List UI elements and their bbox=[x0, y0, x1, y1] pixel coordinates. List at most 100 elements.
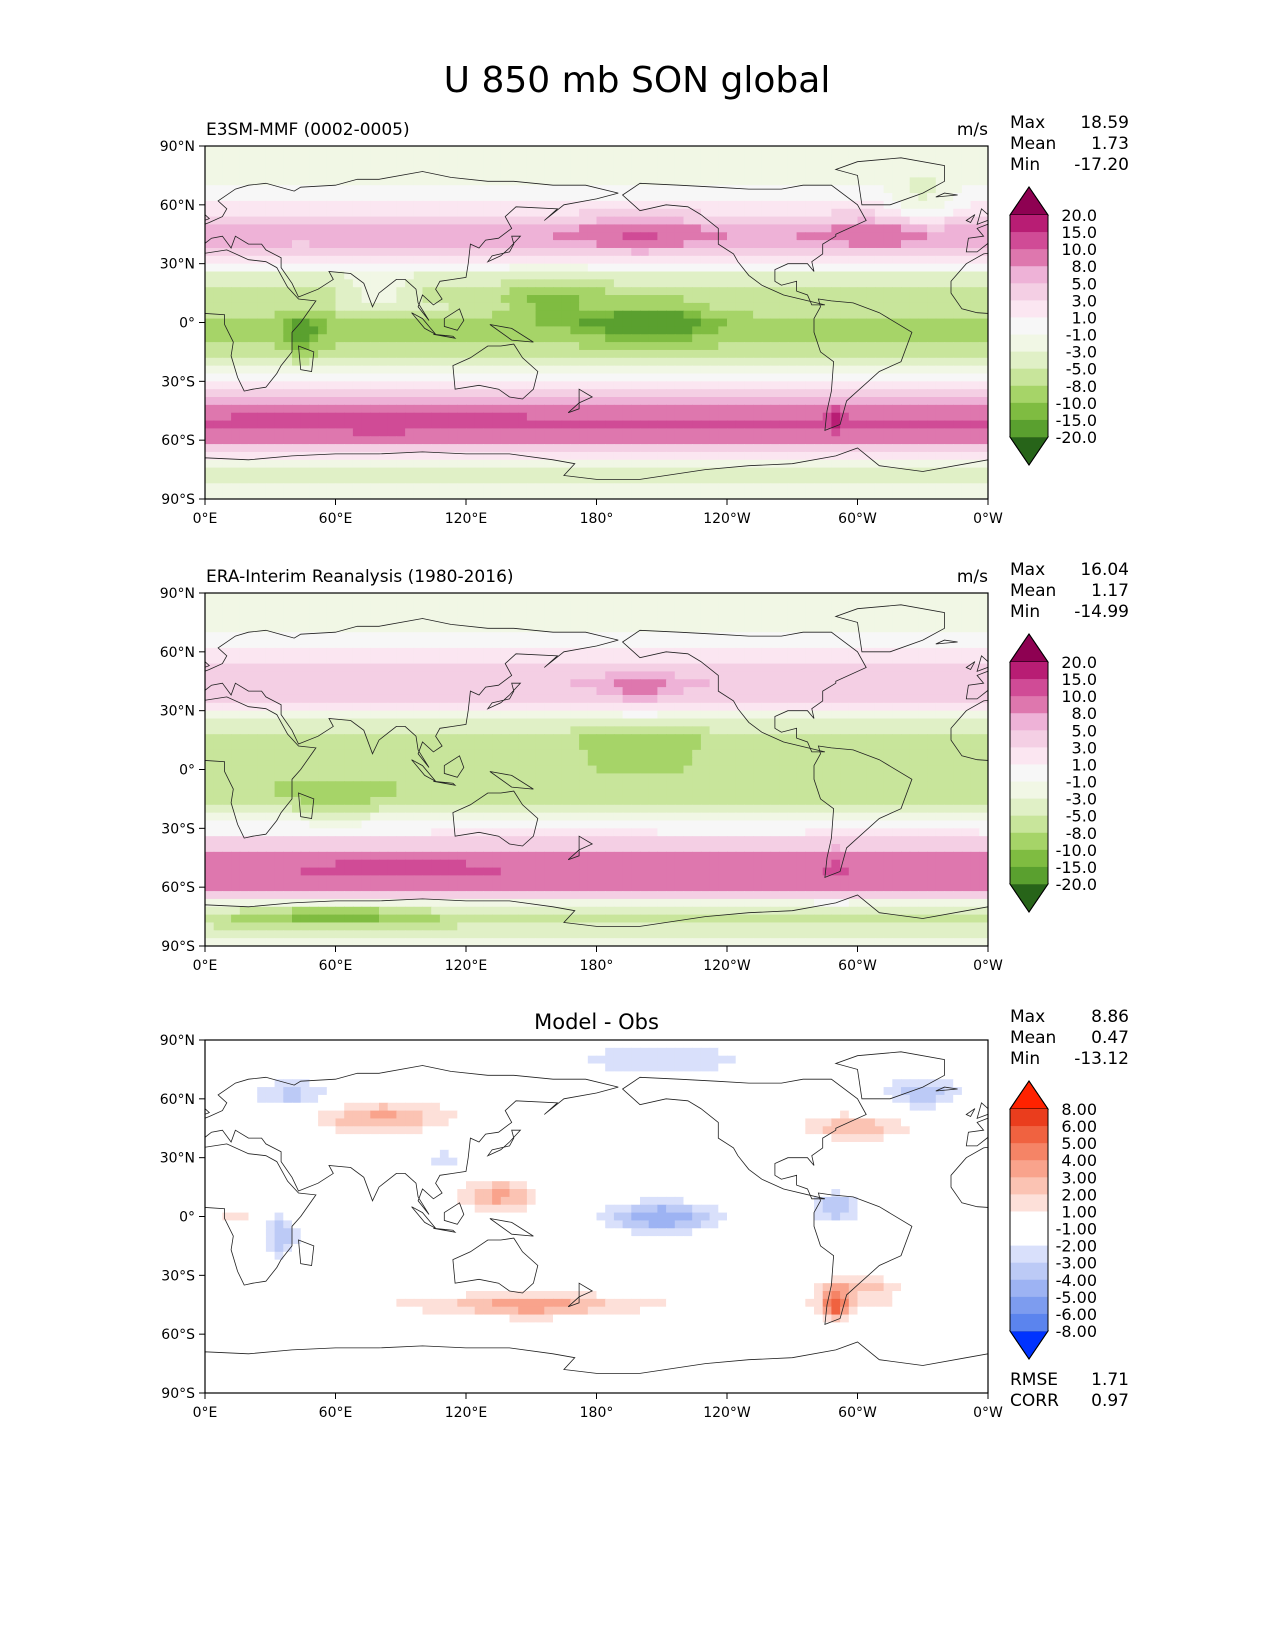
map-cell bbox=[370, 177, 380, 186]
map-cell bbox=[553, 263, 563, 273]
map-cell bbox=[457, 169, 467, 178]
map-cell bbox=[596, 349, 606, 359]
map-cell bbox=[474, 616, 484, 625]
map-cell bbox=[683, 412, 693, 422]
map-cell bbox=[309, 295, 319, 304]
map-cell bbox=[553, 655, 563, 665]
map-cell bbox=[352, 200, 363, 210]
map-cell bbox=[848, 232, 859, 241]
map-cell bbox=[622, 655, 632, 665]
map-cell bbox=[596, 373, 606, 382]
map-cell bbox=[692, 640, 702, 649]
map-cell bbox=[344, 185, 354, 194]
map-cell bbox=[944, 185, 954, 194]
map-cell bbox=[779, 200, 789, 210]
map-cell bbox=[857, 310, 867, 320]
map-cell bbox=[222, 240, 232, 249]
map-cell bbox=[787, 404, 798, 414]
stat-label: Max bbox=[1010, 113, 1045, 133]
map-cell bbox=[274, 655, 284, 665]
map-cell bbox=[518, 436, 528, 445]
map-cell bbox=[866, 310, 876, 320]
map-cell bbox=[239, 420, 250, 429]
map-cell bbox=[413, 420, 424, 429]
map-cell bbox=[431, 483, 441, 492]
map-cell bbox=[292, 647, 302, 657]
map-cell bbox=[683, 600, 693, 610]
map-cell bbox=[492, 428, 502, 437]
map-cell bbox=[335, 287, 345, 296]
map-cell bbox=[257, 342, 267, 351]
map-cell bbox=[518, 655, 528, 665]
map-cell bbox=[561, 318, 571, 328]
map-cell bbox=[265, 404, 276, 414]
map-cell bbox=[970, 608, 980, 618]
map-cell bbox=[709, 247, 719, 257]
map-cell bbox=[570, 608, 580, 618]
map-cell bbox=[483, 640, 493, 649]
map-cell bbox=[570, 483, 580, 492]
map-cell bbox=[544, 389, 554, 398]
map-cell bbox=[935, 271, 946, 280]
map-cell bbox=[814, 224, 824, 233]
map-cell bbox=[831, 240, 841, 249]
map-cell bbox=[309, 467, 319, 477]
map-cell bbox=[413, 185, 424, 194]
map-cell bbox=[814, 373, 824, 382]
map-cell bbox=[744, 208, 754, 218]
map-cell bbox=[222, 310, 232, 320]
map-cell bbox=[248, 193, 258, 202]
map-cell bbox=[231, 224, 241, 233]
map-cell bbox=[683, 208, 693, 218]
map-cell bbox=[605, 208, 615, 218]
map-cell bbox=[265, 161, 276, 171]
map-cell bbox=[866, 302, 876, 312]
map-cell bbox=[692, 632, 702, 641]
map-cell bbox=[805, 357, 815, 367]
map-cell bbox=[692, 373, 702, 382]
map-cell bbox=[448, 146, 458, 155]
map-cell bbox=[935, 373, 946, 382]
map-cell bbox=[326, 640, 337, 649]
map-cell bbox=[318, 271, 328, 280]
map-cell bbox=[396, 600, 406, 610]
map-cell bbox=[370, 185, 380, 194]
map-cell bbox=[405, 436, 415, 445]
map-cell bbox=[509, 287, 519, 296]
map-cell bbox=[961, 467, 972, 477]
map-cell bbox=[787, 357, 798, 367]
map-cell bbox=[231, 177, 241, 186]
map-cell bbox=[587, 655, 598, 665]
map-cell bbox=[692, 397, 702, 406]
map-cell bbox=[700, 193, 711, 202]
map-cell bbox=[231, 279, 241, 288]
map-cell bbox=[761, 240, 772, 249]
map-cell bbox=[753, 624, 763, 633]
map-cell bbox=[318, 451, 328, 461]
map-cell bbox=[779, 208, 789, 218]
map-cell bbox=[822, 247, 832, 257]
map-cell bbox=[735, 436, 745, 445]
map-cell bbox=[387, 475, 397, 484]
map-cell bbox=[692, 608, 702, 618]
map-cell bbox=[918, 342, 928, 351]
map-cell bbox=[718, 365, 728, 375]
map-cell bbox=[909, 247, 919, 257]
map-cell bbox=[892, 326, 902, 335]
map-cell bbox=[292, 593, 302, 602]
map-cell bbox=[640, 616, 650, 625]
map-cell bbox=[640, 279, 650, 288]
map-cell bbox=[518, 491, 528, 499]
map-cell bbox=[292, 412, 302, 422]
map-cell bbox=[953, 153, 963, 163]
map-cell bbox=[466, 287, 476, 296]
map-cell bbox=[927, 161, 937, 171]
map-cell bbox=[222, 349, 232, 359]
map-cell bbox=[439, 420, 450, 429]
map-cell bbox=[831, 279, 841, 288]
map-cell bbox=[970, 647, 980, 657]
map-cell bbox=[274, 640, 284, 649]
map-cell bbox=[335, 357, 345, 367]
map-cell bbox=[283, 193, 293, 202]
map-cell bbox=[448, 491, 458, 499]
